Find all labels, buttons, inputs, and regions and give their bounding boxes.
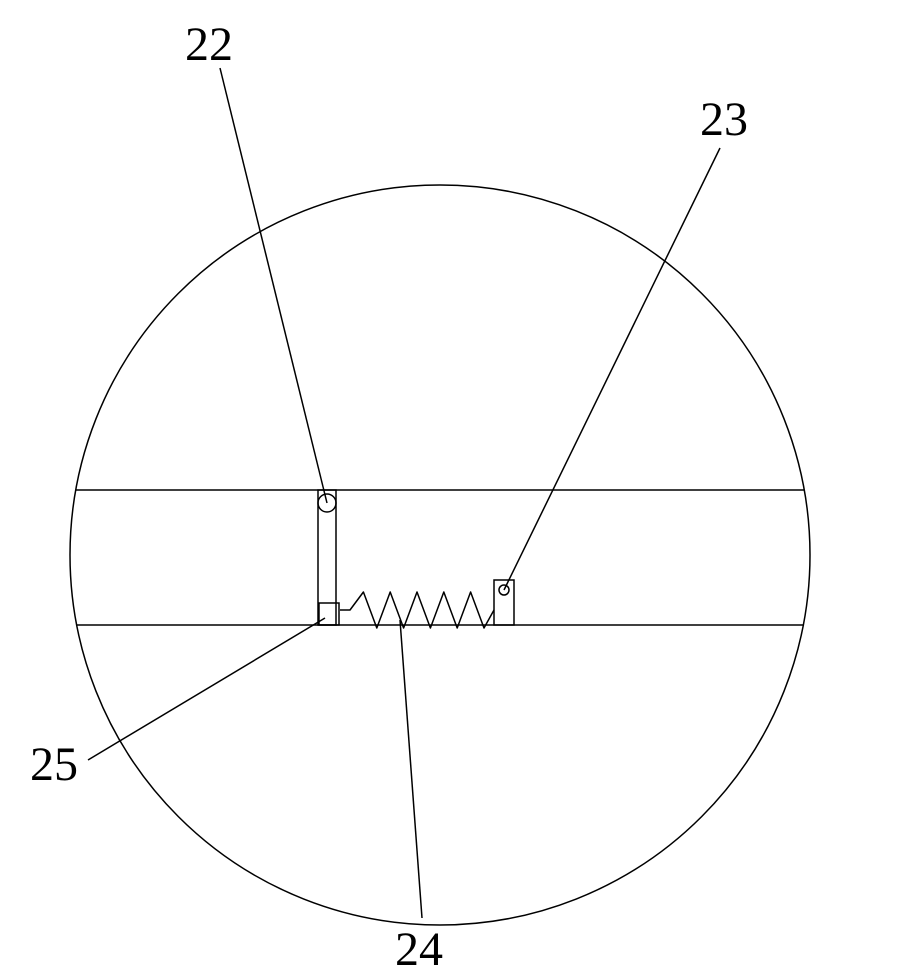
spring-24 xyxy=(340,592,494,628)
leader-23 xyxy=(504,148,720,590)
leader-24 xyxy=(400,620,422,918)
label-24: 24 xyxy=(395,923,443,972)
label-23: 23 xyxy=(700,93,748,146)
label-22: 22 xyxy=(185,18,233,71)
leader-22 xyxy=(220,68,327,503)
label-25: 25 xyxy=(30,738,78,791)
leader-25 xyxy=(88,618,325,760)
right-box-23 xyxy=(494,580,514,625)
main-circle xyxy=(70,185,810,925)
technical-diagram: 22 23 24 25 xyxy=(0,0,899,972)
